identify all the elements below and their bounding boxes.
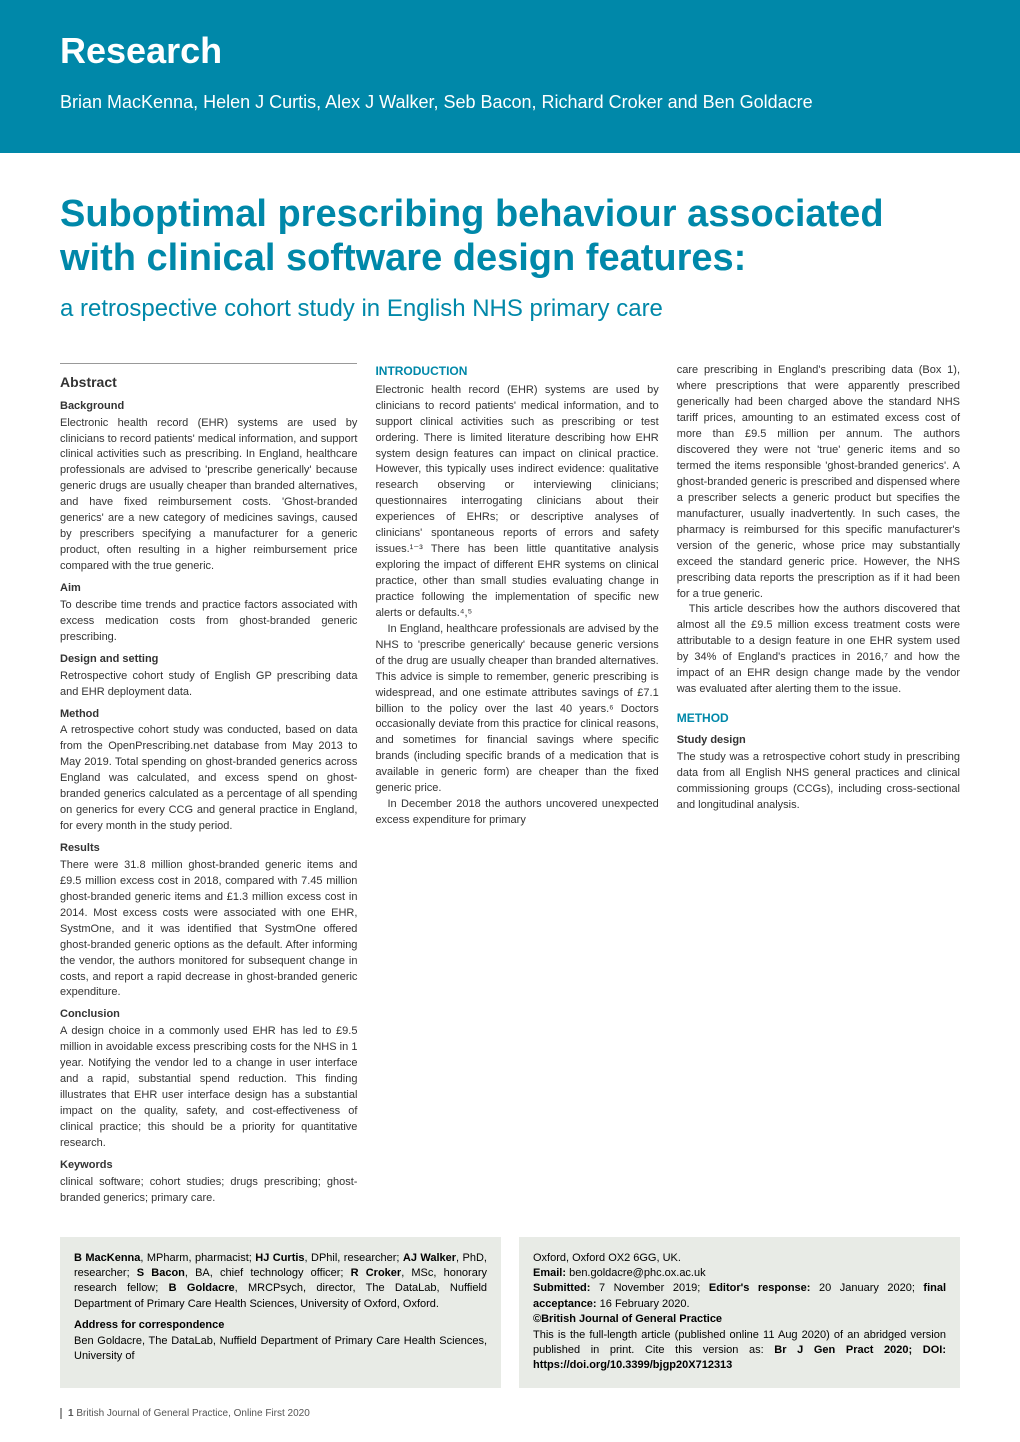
article-subtitle: a retrospective cohort study in English … [60, 295, 960, 323]
background-text: Electronic health record (EHR) systems a… [60, 416, 357, 575]
method-head: METHOD [677, 710, 960, 727]
intro-p1: Electronic health record (EHR) systems a… [375, 383, 658, 622]
content-columns: Abstract Background Electronic health re… [0, 363, 1020, 1226]
author-affiliations: B MacKenna, MPharm, pharmacist; HJ Curti… [74, 1251, 487, 1313]
email-line: Email: ben.goldacre@phc.ox.ac.uk [533, 1266, 946, 1281]
article-title: Suboptimal prescribing behaviour associa… [60, 193, 960, 280]
address-text: Ben Goldacre, The DataLab, Nuffield Depa… [74, 1334, 487, 1365]
addr-continued: Oxford, Oxford OX2 6GG, UK. [533, 1251, 946, 1266]
method-head: Method [60, 707, 357, 723]
design-head: Design and setting [60, 652, 357, 668]
results-text: There were 31.8 million ghost-branded ge… [60, 858, 357, 1001]
authors-list: Brian MacKenna, Helen J Curtis, Alex J W… [60, 92, 960, 113]
aim-head: Aim [60, 581, 357, 597]
column-middle: INTRODUCTION Electronic health record (E… [375, 363, 658, 1206]
footer-text: 1 British Journal of General Practice, O… [60, 1408, 310, 1419]
study-design-head: Study design [677, 733, 960, 749]
design-text: Retrospective cohort study of English GP… [60, 669, 357, 701]
copyright-line: ©British Journal of General Practice [533, 1312, 946, 1327]
intro-p2: In England, healthcare professionals are… [375, 622, 658, 797]
info-boxes: B MacKenna, MPharm, pharmacist; HJ Curti… [60, 1237, 960, 1388]
abstract-label: Abstract [60, 372, 357, 392]
fulltext-note: This is the full-length article (publish… [533, 1328, 946, 1374]
page-footer: 1 British Journal of General Practice, O… [0, 1388, 1020, 1439]
abstract-box: Abstract Background Electronic health re… [60, 363, 357, 1206]
column-right: care prescribing in England's prescribin… [677, 363, 960, 1206]
author-info-box: B MacKenna, MPharm, pharmacist; HJ Curti… [60, 1237, 501, 1388]
results-head: Results [60, 841, 357, 857]
intro-p4: care prescribing in England's prescribin… [677, 363, 960, 602]
background-head: Background [60, 399, 357, 415]
conclusion-head: Conclusion [60, 1007, 357, 1023]
column-abstract: Abstract Background Electronic health re… [60, 363, 357, 1206]
address-head: Address for correspondence [74, 1318, 487, 1333]
section-title: Research [60, 30, 960, 72]
introduction-head: INTRODUCTION [375, 363, 658, 380]
dates-line: Submitted: 7 November 2019; Editor's res… [533, 1281, 946, 1312]
keywords-text: clinical software; cohort studies; drugs… [60, 1175, 357, 1207]
intro-p3: In December 2018 the authors uncovered u… [375, 797, 658, 829]
keywords-head: Keywords [60, 1158, 357, 1174]
publication-info-box: Oxford, Oxford OX2 6GG, UK. Email: ben.g… [519, 1237, 960, 1388]
conclusion-text: A design choice in a commonly used EHR h… [60, 1024, 357, 1152]
header-banner: Research Brian MacKenna, Helen J Curtis,… [0, 0, 1020, 153]
aim-text: To describe time trends and practice fac… [60, 598, 357, 646]
study-design-text: The study was a retrospective cohort stu… [677, 750, 960, 814]
method-text: A retrospective cohort study was conduct… [60, 723, 357, 835]
intro-p5: This article describes how the authors d… [677, 602, 960, 698]
title-block: Suboptimal prescribing behaviour associa… [0, 153, 1020, 363]
